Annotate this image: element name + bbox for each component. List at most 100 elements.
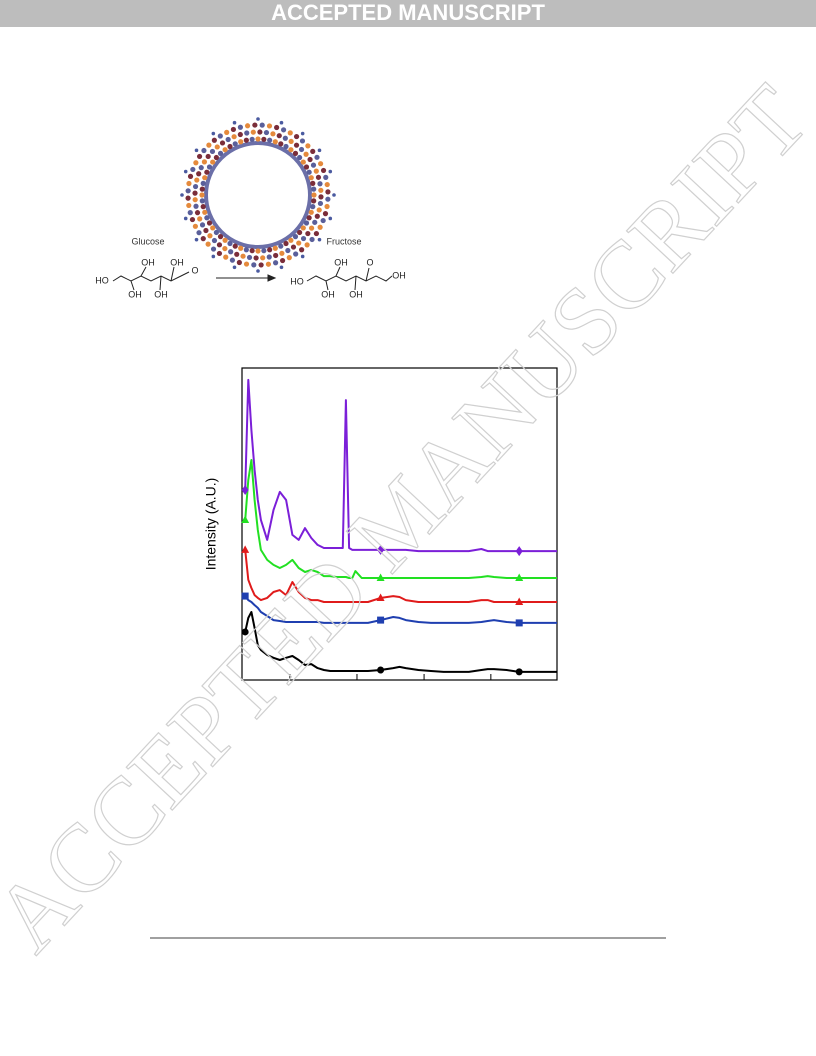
tube-atom	[229, 257, 236, 263]
nanotube-image	[180, 117, 336, 273]
tube-atom	[260, 255, 266, 261]
tube-atom	[257, 129, 263, 135]
tube-atom	[231, 134, 237, 140]
marker	[515, 546, 523, 557]
tube-atom	[251, 262, 257, 268]
marker	[241, 628, 249, 636]
tube-atom	[240, 253, 246, 259]
tube-atom	[199, 222, 206, 228]
tube-atom	[222, 245, 228, 252]
tube-atom	[263, 129, 270, 136]
tube-atom	[216, 250, 223, 257]
tube-atom	[213, 229, 219, 236]
marker	[515, 573, 524, 581]
tube-atom	[325, 189, 331, 195]
tube-atom	[317, 224, 323, 230]
bond	[325, 280, 329, 291]
tube-atom	[249, 136, 255, 142]
tube-atom	[217, 133, 223, 139]
atom-label: HO	[290, 276, 304, 286]
tube-atom	[206, 220, 213, 226]
tube-atom	[305, 143, 311, 149]
tube-atom	[244, 130, 250, 136]
tube-atom	[189, 216, 196, 223]
tube-atom	[272, 245, 278, 251]
tube-atom	[194, 210, 201, 216]
tube-atom	[253, 255, 259, 261]
tube-atom	[200, 180, 206, 186]
tube-atom	[313, 230, 320, 237]
tube-atom	[223, 254, 229, 260]
tube-atom	[297, 229, 303, 236]
tube-atom	[249, 248, 255, 254]
tube-h	[194, 148, 199, 153]
tube-atom	[237, 131, 243, 138]
tube-atom	[315, 174, 322, 180]
tube-atom	[310, 162, 317, 168]
tube-atom	[261, 248, 267, 254]
glucose-chain	[112, 271, 190, 282]
tube-atom	[318, 187, 324, 193]
bond	[159, 275, 162, 291]
tube-atom	[193, 160, 199, 166]
tube-h	[332, 193, 336, 197]
tube-h	[211, 254, 216, 259]
bond	[335, 266, 341, 277]
tube-atom	[306, 215, 312, 221]
tube-atom	[267, 247, 273, 253]
tube-atom	[293, 133, 300, 140]
tube-atom	[200, 236, 206, 242]
tube-atom	[318, 194, 324, 200]
tube-atom	[288, 147, 294, 153]
tube-atom	[292, 234, 299, 240]
tube-h	[211, 131, 216, 136]
tube-atom	[216, 242, 223, 248]
tube-atom	[217, 234, 224, 240]
tube-atom	[283, 240, 289, 247]
tube-atom	[192, 190, 198, 196]
tube-h	[279, 265, 284, 270]
tube-atom	[210, 225, 216, 231]
marker	[376, 573, 385, 581]
tube-atom	[207, 233, 213, 239]
bond	[170, 266, 175, 282]
bond	[140, 266, 147, 277]
tube-atom	[203, 227, 209, 234]
tube-atom	[323, 174, 329, 180]
tube-h	[183, 169, 188, 174]
tube-atom	[278, 243, 284, 249]
tube-atom	[198, 165, 204, 171]
marker	[241, 545, 250, 553]
tube-atom	[320, 217, 326, 224]
atom-label: OH	[392, 270, 406, 280]
tube-atom	[199, 198, 205, 204]
tube-h	[232, 120, 237, 125]
tube-atom	[205, 241, 211, 247]
tube-atom	[308, 225, 315, 231]
tube-atom	[279, 257, 286, 264]
marker	[515, 668, 523, 676]
tube-atom	[237, 124, 243, 130]
atom-label: OH	[349, 289, 363, 299]
tube-atom	[304, 242, 310, 248]
tube-atom	[286, 255, 292, 261]
series-line	[244, 459, 557, 579]
tube-atom	[193, 203, 199, 209]
tube-atom	[266, 123, 273, 129]
atom-label: OH	[154, 289, 168, 299]
tube-atom	[210, 246, 217, 252]
banner: ACCEPTED MANUSCRIPT	[271, 0, 545, 25]
tube-atom	[311, 186, 317, 192]
tube-atom	[311, 192, 317, 198]
molecules	[112, 266, 393, 291]
tube-atom	[311, 198, 317, 204]
tube-atom	[210, 159, 216, 165]
tube-h	[317, 148, 322, 153]
tube-atom	[205, 153, 211, 160]
tube-atom	[312, 219, 318, 225]
tube-atom	[243, 247, 249, 253]
tube-atom	[232, 141, 238, 147]
tube-atom	[272, 139, 278, 145]
tube-atom	[317, 181, 323, 187]
tube-atom	[199, 186, 205, 192]
